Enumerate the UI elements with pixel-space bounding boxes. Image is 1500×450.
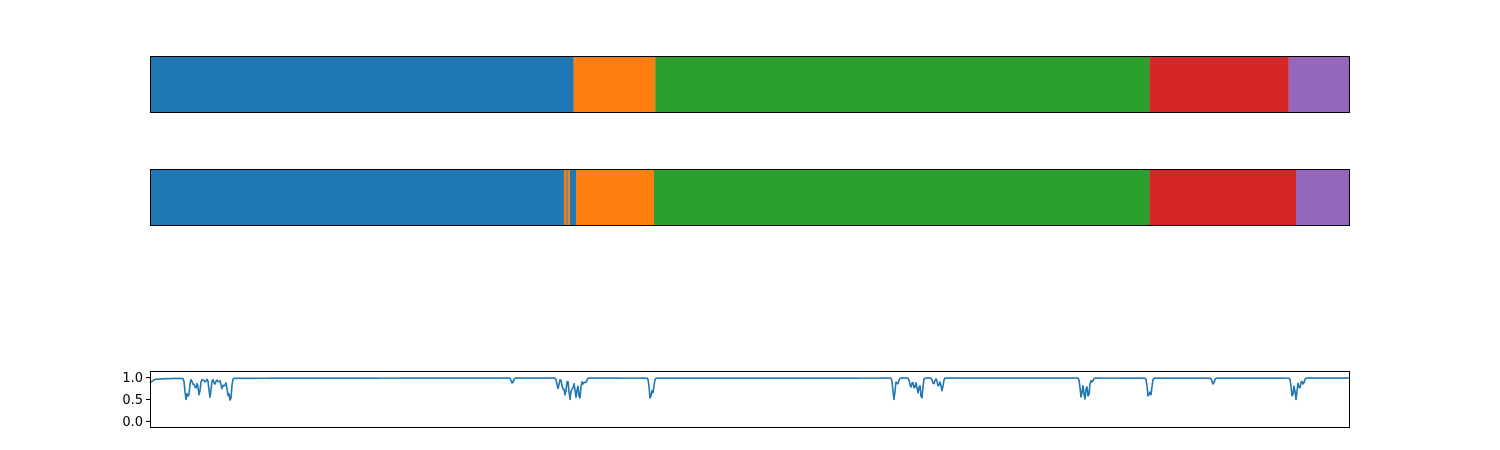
bar-segment <box>567 169 570 226</box>
line-plot-panel-bottom: 0.0 0.5 1.0 <box>122 371 1350 430</box>
stacked-bar-panel-top <box>150 56 1350 113</box>
y-tick-label: 0.5 <box>122 393 143 408</box>
axes-frame <box>150 56 1350 113</box>
y-tick-label: 0.0 <box>122 415 143 430</box>
bar-segment <box>1288 56 1350 113</box>
bar-segment <box>150 169 564 226</box>
bar-segment <box>564 169 567 226</box>
bar-segment <box>570 169 576 226</box>
bar-segment <box>573 56 656 113</box>
axes-frame <box>150 169 1350 226</box>
line-series <box>149 377 1350 401</box>
stacked-bar-panel-middle <box>150 169 1350 226</box>
bar-segment <box>576 169 654 226</box>
y-tick-label: 1.0 <box>122 371 143 386</box>
axes-frame <box>150 371 1350 428</box>
bar-segment <box>150 56 574 113</box>
bar-segment <box>1149 56 1289 113</box>
bar-segment <box>1296 169 1350 226</box>
bar-segment <box>1149 169 1296 226</box>
bar-segment <box>566 169 568 226</box>
bar-segment <box>654 169 1150 226</box>
bar-segment <box>655 56 1150 113</box>
